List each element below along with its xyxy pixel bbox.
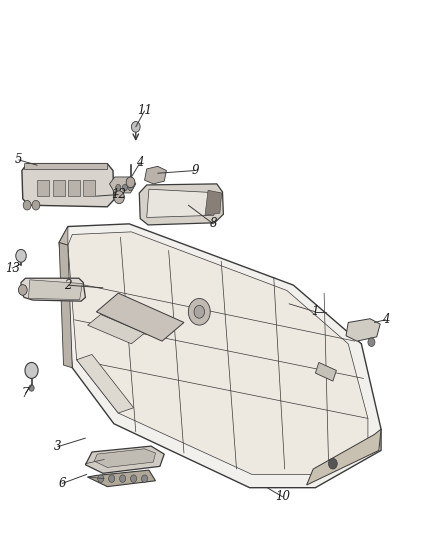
Polygon shape [307, 429, 381, 485]
Polygon shape [28, 280, 82, 300]
Polygon shape [83, 180, 95, 196]
Polygon shape [139, 184, 223, 225]
Polygon shape [59, 227, 68, 245]
Polygon shape [68, 180, 80, 196]
Text: 13: 13 [5, 262, 20, 274]
Circle shape [16, 249, 26, 262]
Circle shape [23, 200, 31, 210]
Polygon shape [96, 293, 184, 341]
Polygon shape [77, 354, 134, 413]
Polygon shape [147, 189, 220, 217]
Circle shape [188, 298, 210, 325]
Text: 10: 10 [275, 490, 290, 503]
Polygon shape [21, 278, 85, 301]
Polygon shape [110, 177, 136, 193]
Text: 9: 9 [191, 164, 199, 177]
Polygon shape [88, 314, 145, 344]
Circle shape [18, 285, 27, 295]
Circle shape [194, 305, 205, 318]
Polygon shape [94, 449, 155, 467]
Polygon shape [68, 232, 368, 474]
Polygon shape [315, 362, 336, 381]
Circle shape [116, 184, 121, 191]
Text: 8: 8 [209, 217, 217, 230]
Text: 2: 2 [64, 279, 72, 292]
Polygon shape [145, 166, 166, 184]
Polygon shape [53, 180, 65, 196]
Text: 11: 11 [137, 104, 152, 117]
Circle shape [131, 122, 140, 132]
Circle shape [98, 475, 104, 482]
Text: 4: 4 [381, 313, 389, 326]
Text: 5: 5 [15, 154, 23, 166]
Polygon shape [205, 190, 222, 215]
Circle shape [122, 184, 127, 191]
Circle shape [141, 475, 148, 482]
Polygon shape [37, 180, 49, 196]
Circle shape [126, 177, 135, 188]
Circle shape [32, 200, 40, 210]
Text: 12: 12 [111, 188, 126, 201]
Polygon shape [85, 446, 164, 473]
Polygon shape [59, 243, 72, 368]
Text: 3: 3 [54, 440, 62, 453]
Polygon shape [346, 319, 380, 341]
Polygon shape [22, 164, 114, 207]
Text: 7: 7 [21, 387, 29, 400]
Circle shape [25, 362, 38, 378]
Polygon shape [59, 224, 381, 488]
Circle shape [328, 458, 337, 469]
Circle shape [128, 184, 133, 191]
Text: 1: 1 [311, 305, 319, 318]
Text: 4: 4 [136, 156, 144, 169]
Circle shape [109, 475, 115, 482]
Circle shape [368, 338, 375, 346]
Circle shape [120, 475, 126, 482]
Circle shape [114, 191, 124, 204]
Circle shape [29, 385, 34, 391]
Circle shape [131, 475, 137, 482]
Text: 6: 6 [58, 477, 66, 490]
Polygon shape [88, 470, 155, 487]
Polygon shape [24, 163, 107, 169]
